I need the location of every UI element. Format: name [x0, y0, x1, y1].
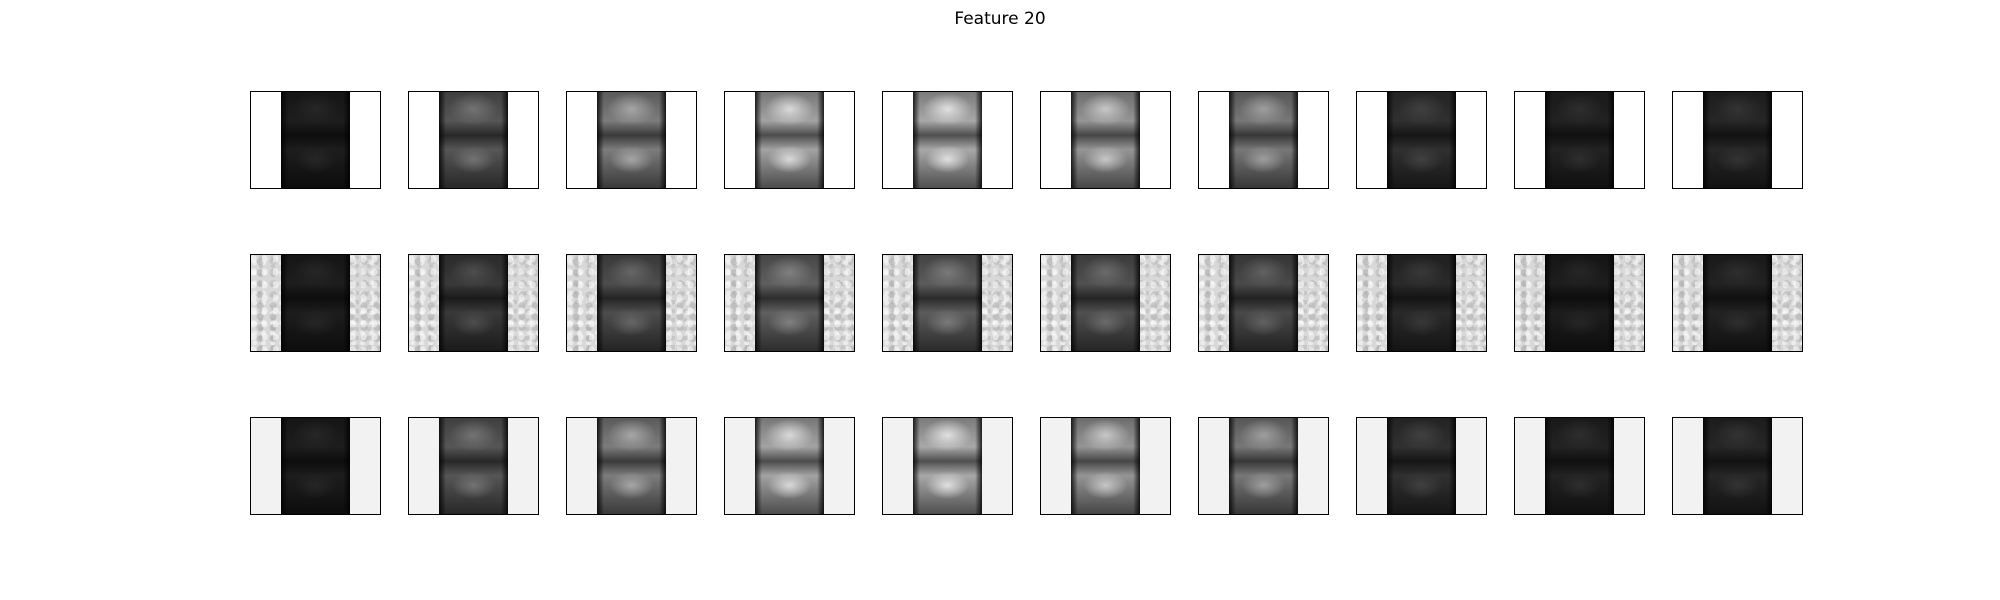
feature-map-image [1387, 255, 1456, 351]
feature-map-tile [882, 254, 1013, 352]
feature-map-image [597, 255, 666, 351]
feature-map-tile [724, 91, 855, 189]
feature-map-tile [1198, 91, 1329, 189]
feature-map-image [913, 418, 982, 514]
feature-map-tile [250, 254, 381, 352]
feature-map-image [913, 255, 982, 351]
feature-map-image [281, 255, 350, 351]
feature-map-tile [1672, 254, 1803, 352]
feature-map-image [1229, 418, 1298, 514]
feature-map-image [1387, 418, 1456, 514]
feature-map-image [913, 92, 982, 188]
feature-map-image [1071, 418, 1140, 514]
feature-map-image [439, 418, 508, 514]
feature-map-image [1545, 255, 1614, 351]
figure-title: Feature 20 [954, 9, 1046, 29]
feature-map-tile [566, 254, 697, 352]
feature-map-image [281, 418, 350, 514]
feature-map-image [439, 255, 508, 351]
feature-map-image [755, 255, 824, 351]
feature-map-tile [1356, 91, 1487, 189]
feature-map-image [1703, 255, 1772, 351]
feature-map-image [1387, 92, 1456, 188]
feature-map-image [1545, 92, 1614, 188]
feature-map-tile [724, 417, 855, 515]
feature-map-image [439, 92, 508, 188]
feature-map-image [1545, 418, 1614, 514]
feature-map-tile [1040, 254, 1171, 352]
feature-map-tile [566, 417, 697, 515]
feature-map-tile [250, 91, 381, 189]
feature-map-image [755, 418, 824, 514]
feature-map-tile [1040, 417, 1171, 515]
feature-map-image [1703, 92, 1772, 188]
feature-map-tile [408, 417, 539, 515]
feature-map-tile [1198, 254, 1329, 352]
feature-map-image [597, 418, 666, 514]
feature-map-tile [408, 254, 539, 352]
feature-map-image [1229, 92, 1298, 188]
feature-map-tile [408, 91, 539, 189]
feature-map-tile [1514, 91, 1645, 189]
feature-map-image [597, 92, 666, 188]
feature-map-tile [1514, 254, 1645, 352]
feature-map-tile [250, 417, 381, 515]
feature-map-tile [1672, 91, 1803, 189]
feature-map-tile [882, 91, 1013, 189]
feature-map-tile [1356, 254, 1487, 352]
feature-map-tile [1040, 91, 1171, 189]
feature-map-image [1071, 92, 1140, 188]
feature-map-tile [1356, 417, 1487, 515]
feature-map-image [755, 92, 824, 188]
feature-map-image [1703, 418, 1772, 514]
feature-map-tile [882, 417, 1013, 515]
feature-map-tile [1514, 417, 1645, 515]
feature-map-tile [724, 254, 855, 352]
feature-map-image [1071, 255, 1140, 351]
feature-map-tile [1672, 417, 1803, 515]
feature-map-image [281, 92, 350, 188]
feature-map-tile [566, 91, 697, 189]
feature-map-tile [1198, 417, 1329, 515]
feature-map-image [1229, 255, 1298, 351]
